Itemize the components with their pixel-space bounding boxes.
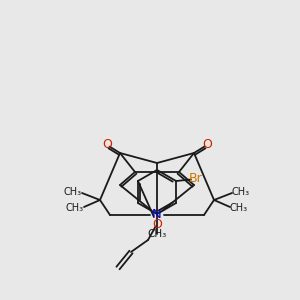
Text: O: O [102, 139, 112, 152]
Text: CH₃: CH₃ [232, 187, 250, 197]
Text: O: O [152, 218, 162, 230]
Text: CH₃: CH₃ [64, 187, 82, 197]
Text: CH₃: CH₃ [230, 203, 248, 213]
Text: CH₃: CH₃ [147, 229, 167, 239]
Text: O: O [202, 139, 212, 152]
Text: N: N [152, 208, 162, 221]
Text: CH₃: CH₃ [66, 203, 84, 213]
Text: Br: Br [189, 172, 203, 185]
